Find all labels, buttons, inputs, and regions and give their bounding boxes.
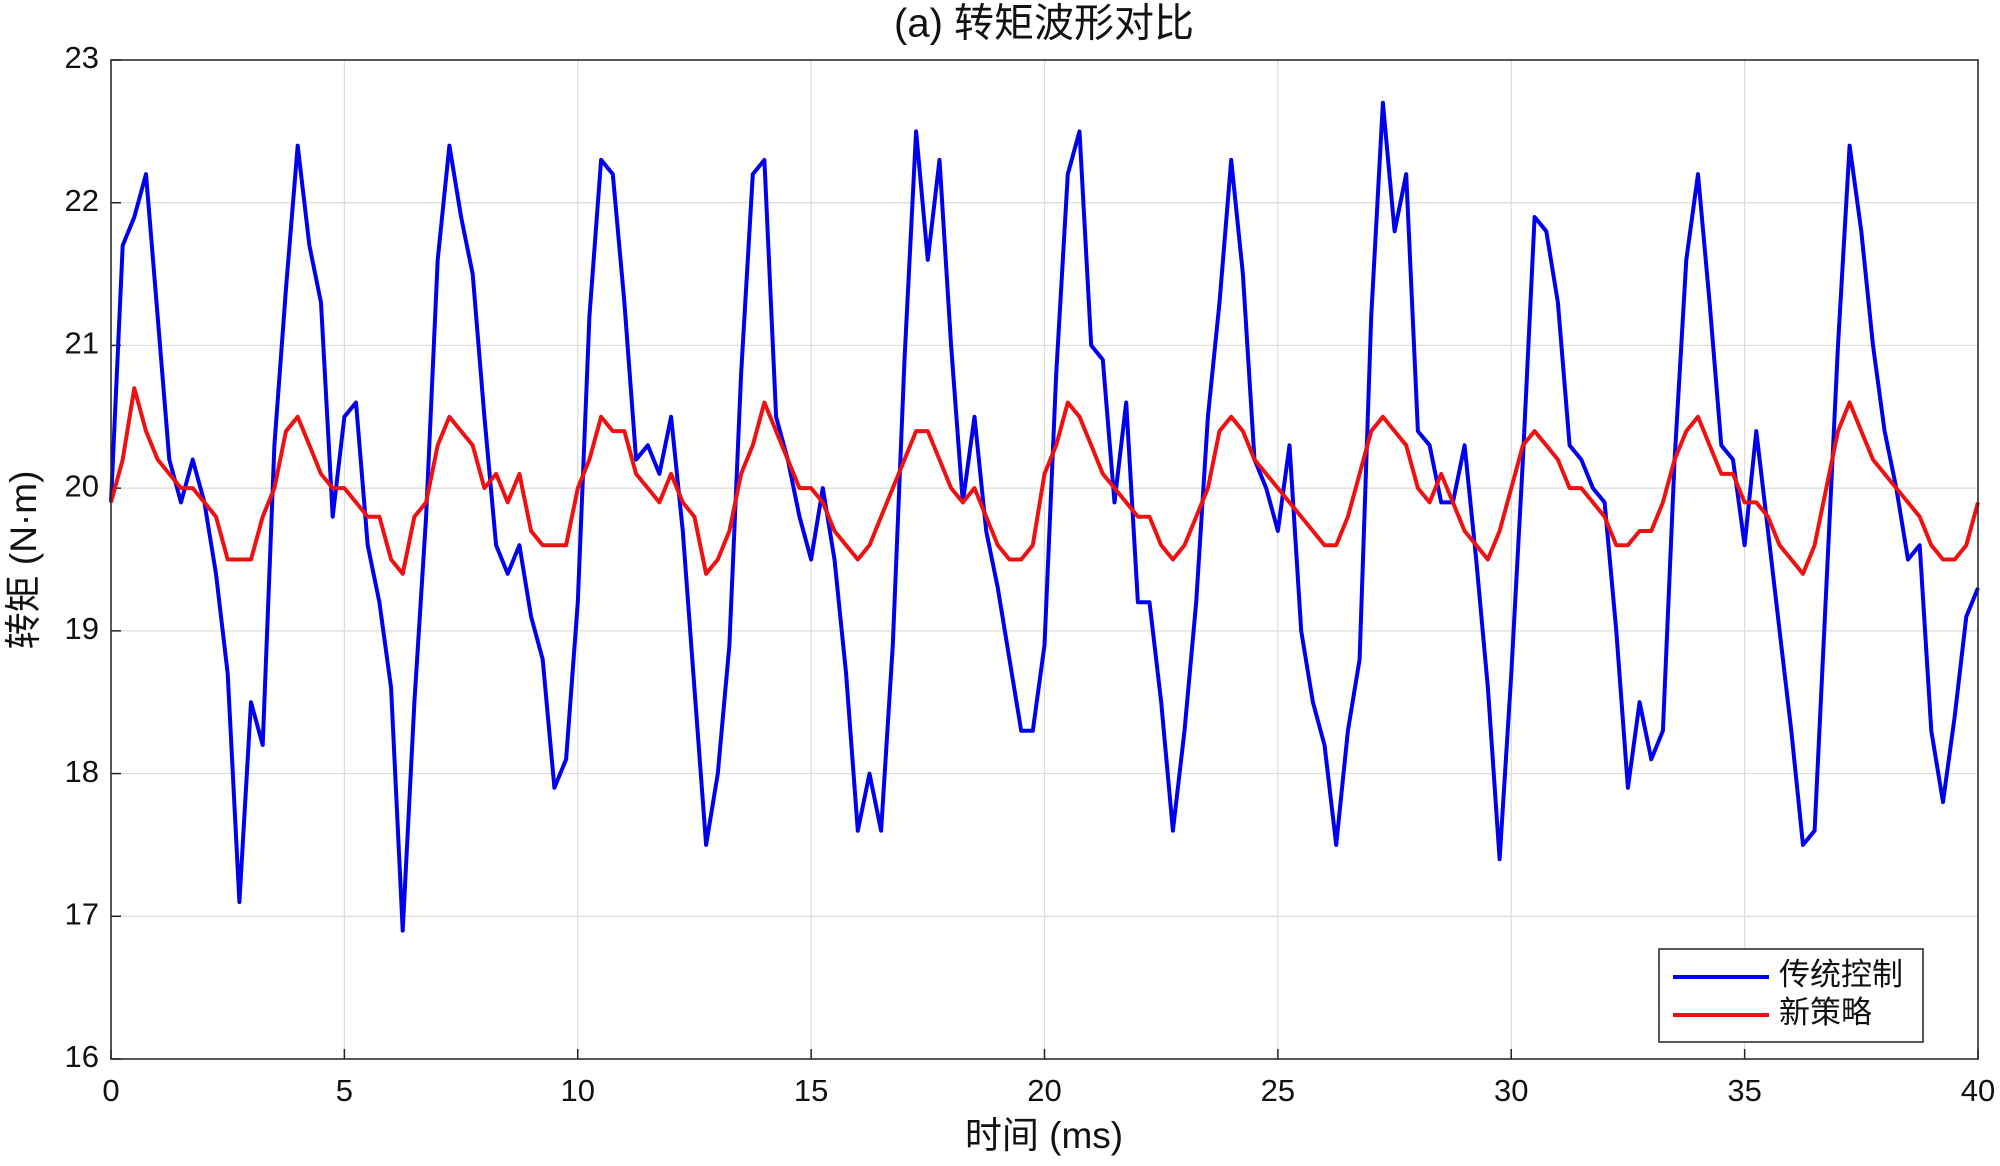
data-line xyxy=(109,100,1980,933)
chart-title: (a) 转矩波形对比 xyxy=(894,2,1194,46)
x-tick-label: 5 xyxy=(336,1073,353,1108)
y-tick-label: 19 xyxy=(65,611,99,646)
legend-label: 传统控制 xyxy=(1779,957,1903,992)
y-tick-label: 21 xyxy=(65,326,99,361)
data-line xyxy=(109,386,1980,576)
y-tick-label: 23 xyxy=(65,40,99,75)
x-tick-label: 20 xyxy=(1027,1073,1061,1108)
y-tick-label: 22 xyxy=(65,183,99,218)
y-tick-label: 17 xyxy=(65,896,99,931)
y-tick-label: 18 xyxy=(65,754,99,789)
legend-box xyxy=(1658,948,1924,1043)
x-axis-label: 时间 (ms) xyxy=(965,1115,1123,1156)
legend-label: 新策略 xyxy=(1779,995,1872,1030)
x-tick-label: 0 xyxy=(102,1073,119,1108)
x-tick-label: 10 xyxy=(561,1073,595,1108)
y-tick-label: 20 xyxy=(65,468,99,503)
x-tick-label: 35 xyxy=(1727,1073,1761,1108)
x-tick-label: 15 xyxy=(794,1073,828,1108)
y-axis-label: 转矩 (N·m) xyxy=(3,471,44,650)
x-tick-label: 25 xyxy=(1261,1073,1295,1108)
x-tick-label: 40 xyxy=(1961,1073,1995,1108)
y-tick-label: 16 xyxy=(65,1039,99,1074)
plot-frame xyxy=(110,59,1979,1060)
x-tick-label: 30 xyxy=(1494,1073,1528,1108)
